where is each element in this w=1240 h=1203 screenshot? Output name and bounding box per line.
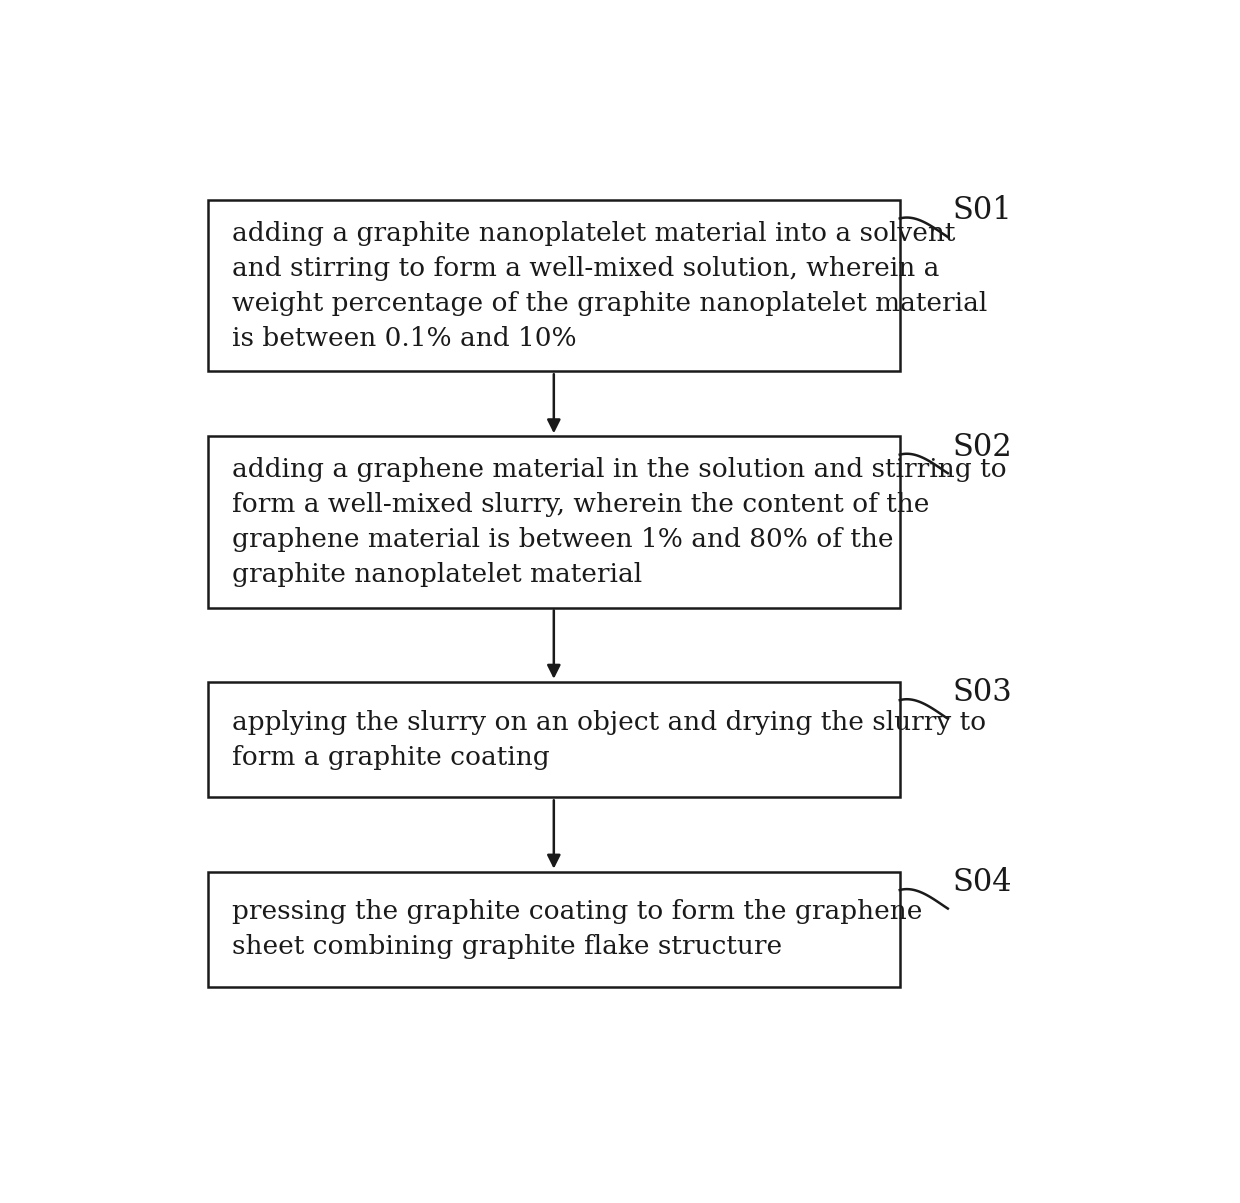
Text: adding a graphite nanoplatelet material into a solvent
and stirring to form a we: adding a graphite nanoplatelet material … <box>232 220 987 350</box>
FancyBboxPatch shape <box>208 871 900 988</box>
FancyBboxPatch shape <box>208 437 900 608</box>
Text: adding a graphene material in the solution and stirring to
form a well-mixed slu: adding a graphene material in the soluti… <box>232 457 1007 587</box>
Text: S02: S02 <box>952 432 1012 462</box>
Text: S03: S03 <box>952 677 1012 709</box>
Text: S04: S04 <box>952 867 1012 897</box>
Text: pressing the graphite coating to form the graphene
sheet combining graphite flak: pressing the graphite coating to form th… <box>232 900 923 960</box>
Text: S01: S01 <box>952 195 1012 226</box>
FancyBboxPatch shape <box>208 682 900 798</box>
Text: applying the slurry on an object and drying the slurry to
form a graphite coatin: applying the slurry on an object and dry… <box>232 710 986 770</box>
FancyBboxPatch shape <box>208 200 900 372</box>
